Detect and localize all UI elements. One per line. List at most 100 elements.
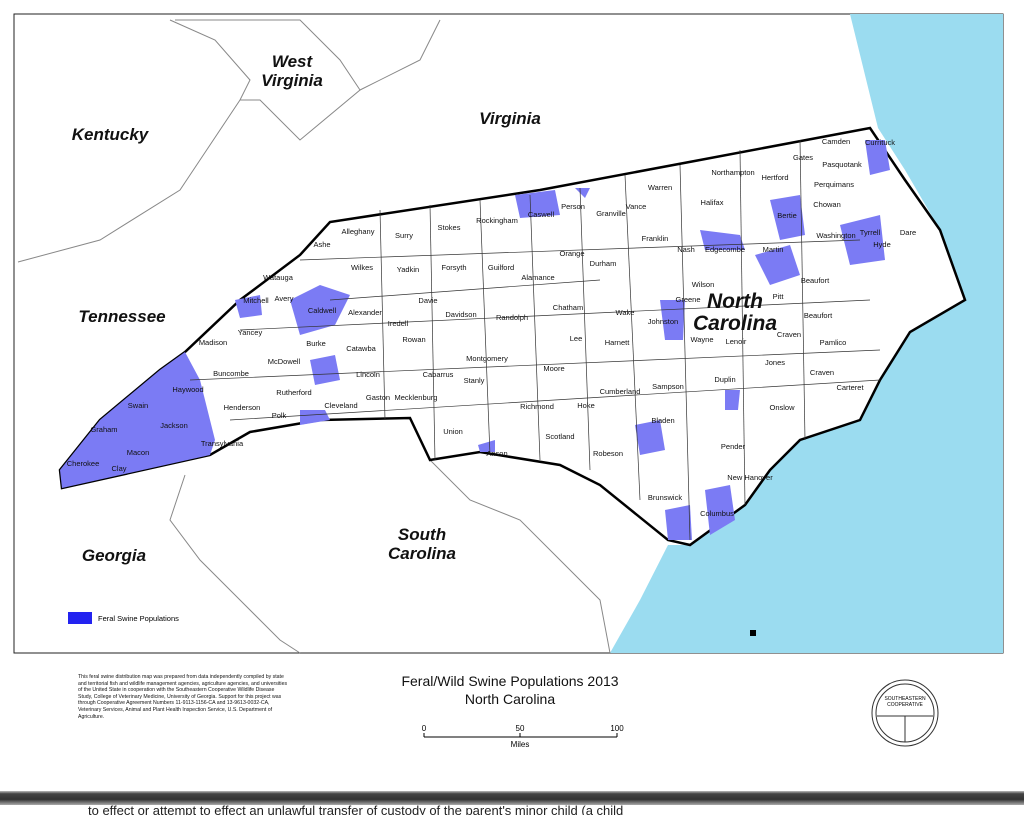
- swine-population-area: [478, 440, 495, 452]
- swine-population-area: [755, 245, 800, 285]
- county-label: Guilford: [488, 263, 514, 272]
- county-label: Lincoln: [356, 370, 380, 379]
- county-label: Craven: [810, 368, 834, 377]
- svg-text:COOPERATIVE: COOPERATIVE: [887, 702, 923, 708]
- county-label: Chowan: [813, 200, 841, 209]
- county-label: Sampson: [652, 382, 684, 391]
- swine-population-area: [60, 352, 215, 488]
- county-label: Haywood: [172, 385, 203, 394]
- county-label: Surry: [395, 231, 413, 240]
- county-label: New Hanover: [727, 473, 773, 482]
- scale-tick: 50: [516, 724, 525, 733]
- county-label: Wayne: [690, 335, 713, 344]
- county-label: Nash: [677, 245, 695, 254]
- county-label: Randolph: [496, 313, 528, 322]
- county-label: Forsyth: [441, 263, 466, 272]
- county-label: Swain: [128, 401, 148, 410]
- county-label: Catawba: [346, 344, 376, 353]
- county-label: Wilson: [692, 280, 715, 289]
- county-label: Cleveland: [324, 401, 357, 410]
- county-label: Henderson: [224, 403, 261, 412]
- county-label: Camden: [822, 137, 850, 146]
- county-label: Vance: [626, 202, 647, 211]
- county-label: Onslow: [769, 403, 795, 412]
- county-label: Hoke: [577, 401, 595, 410]
- county-label: Pender: [721, 442, 746, 451]
- county-label: Orange: [559, 249, 584, 258]
- county-label: Beaufort: [804, 311, 833, 320]
- county-label: Chatham: [553, 303, 583, 312]
- scale-tick: 100: [610, 724, 624, 733]
- swine-population-area: [575, 188, 590, 198]
- county-label: Pasquotank: [822, 160, 862, 169]
- county-label: Martin: [763, 245, 784, 254]
- county-label: Moore: [543, 364, 564, 373]
- county-label: Polk: [272, 411, 287, 420]
- state-borders: [17, 19, 611, 654]
- county-label: Harnett: [605, 338, 631, 347]
- legend: Feral Swine Populations: [68, 612, 179, 624]
- swine-population-area: [725, 390, 740, 410]
- county-label: Duplin: [714, 375, 735, 384]
- county-label: Burke: [306, 339, 326, 348]
- county-label: Perquimans: [814, 180, 854, 189]
- county-label: Durham: [590, 259, 617, 268]
- state-label: Tennessee: [78, 307, 165, 326]
- county-label: Tyrrell: [860, 228, 881, 237]
- swine-population-area: [635, 420, 665, 455]
- county-label: Union: [443, 427, 463, 436]
- county-label: Edgecombe: [705, 245, 745, 254]
- county-label: Cherokee: [67, 459, 100, 468]
- state-label-nc: North: [707, 290, 763, 313]
- county-label: Wilkes: [351, 263, 373, 272]
- county-label: Halifax: [701, 198, 724, 207]
- swine-population-area: [770, 195, 805, 240]
- county-label: Person: [561, 202, 585, 211]
- swine-population-area: [705, 485, 735, 535]
- county-label: Hertford: [761, 173, 788, 182]
- county-label: Cumberland: [600, 387, 641, 396]
- county-label: Bladen: [651, 416, 674, 425]
- county-label: Richmond: [520, 402, 554, 411]
- county-label: Bertie: [777, 211, 797, 220]
- swine-population-area: [300, 410, 330, 425]
- county-label: Mitchell: [243, 296, 269, 305]
- county-label: Yancey: [238, 328, 263, 337]
- county-label: Madison: [199, 338, 227, 347]
- county-label: Craven: [777, 330, 801, 339]
- county-label: Currituck: [865, 138, 895, 147]
- county-label: Clay: [111, 464, 126, 473]
- county-label: Greene: [675, 295, 700, 304]
- county-label: Northampton: [711, 168, 754, 177]
- county-label: Rockingham: [476, 216, 518, 225]
- county-label: Dare: [900, 228, 916, 237]
- state-label: Virginia: [261, 71, 323, 90]
- county-label: Robeson: [593, 449, 623, 458]
- county-label: Caldwell: [308, 306, 337, 315]
- county-label: Davie: [418, 296, 437, 305]
- county-label: Granville: [596, 209, 626, 218]
- county-label: Alexander: [348, 308, 382, 317]
- county-label: Rowan: [402, 335, 425, 344]
- county-label: Montgomery: [466, 354, 508, 363]
- swine-population-area: [290, 285, 350, 335]
- county-label: Stanly: [464, 376, 485, 385]
- swine-population-area: [310, 355, 340, 385]
- county-label: Iredell: [388, 319, 409, 328]
- swine-population-area: [665, 505, 692, 540]
- county-label: Pamlico: [820, 338, 847, 347]
- county-label: Beaufort: [801, 276, 830, 285]
- county-label: Buncombe: [213, 369, 249, 378]
- county-label: Scotland: [545, 432, 574, 441]
- state-label-nc: Carolina: [693, 312, 777, 335]
- svg-text:SOUTHEASTERN: SOUTHEASTERN: [884, 696, 926, 702]
- county-lines: [189, 139, 881, 541]
- state-label: West: [272, 52, 314, 71]
- county-label: Gaston: [366, 393, 390, 402]
- county-label: Macon: [127, 448, 150, 457]
- county-label: Cabarrus: [423, 370, 454, 379]
- county-label: Jones: [765, 358, 785, 367]
- swine-population-area: [840, 215, 885, 265]
